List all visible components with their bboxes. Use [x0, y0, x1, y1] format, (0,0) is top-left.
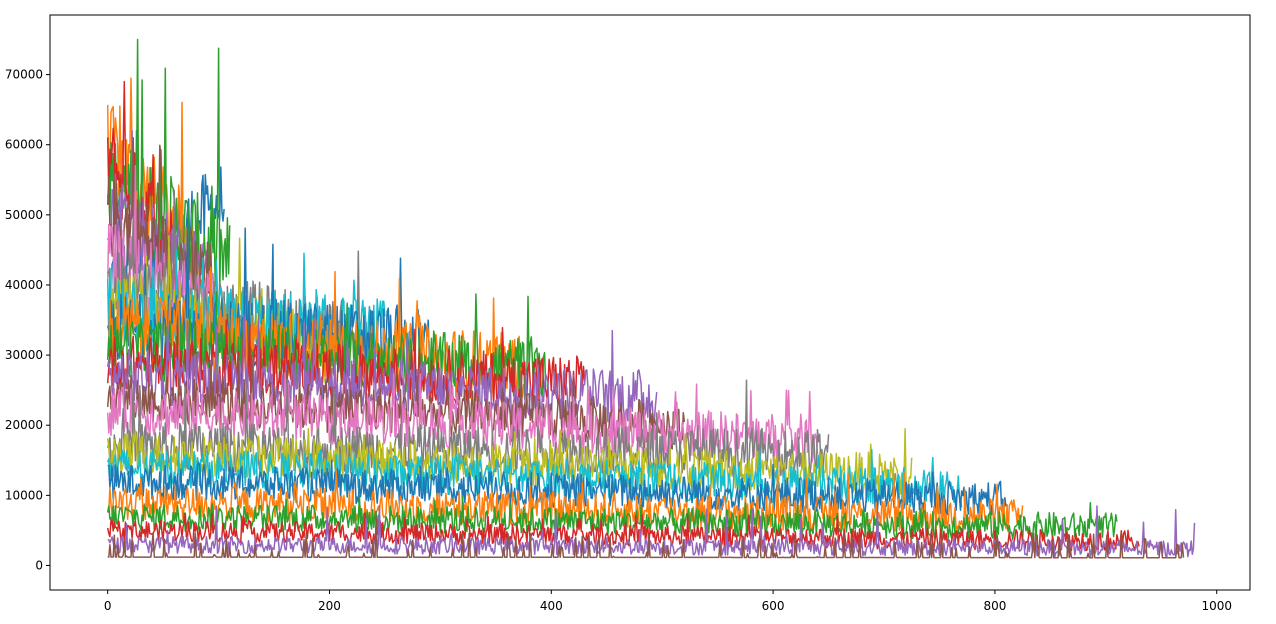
series-line-17	[106, 371, 819, 464]
y-tick-label: 0	[35, 558, 43, 572]
y-tick-label: 60000	[5, 138, 43, 152]
x-axis: 0 200 400 600 800 1000	[104, 590, 1232, 613]
series-line-6	[106, 136, 214, 313]
series-line-22	[107, 470, 1024, 534]
series-line-25	[107, 505, 1196, 558]
series-layer	[106, 38, 1196, 559]
y-tick-label: 10000	[5, 488, 43, 502]
y-tick-label: 20000	[5, 418, 43, 432]
y-axis: 0 10000 20000 30000 40000 50000 60000 70000	[5, 68, 50, 572]
x-tick-label: 800	[983, 599, 1006, 613]
x-tick-label: 200	[318, 599, 341, 613]
y-tick-label: 70000	[5, 68, 43, 82]
series-line-23	[106, 494, 1118, 541]
x-tick-label: 600	[762, 599, 785, 613]
x-tick-label: 0	[104, 599, 112, 613]
y-tick-label: 30000	[5, 348, 43, 362]
x-tick-label: 1000	[1201, 599, 1232, 613]
series-line-15	[106, 315, 658, 424]
y-tick-label: 50000	[5, 208, 43, 222]
x-tick-label: 400	[540, 599, 563, 613]
series-line-26	[107, 515, 1185, 559]
y-tick-label: 40000	[5, 278, 43, 292]
plot-frame	[49, 14, 1251, 591]
